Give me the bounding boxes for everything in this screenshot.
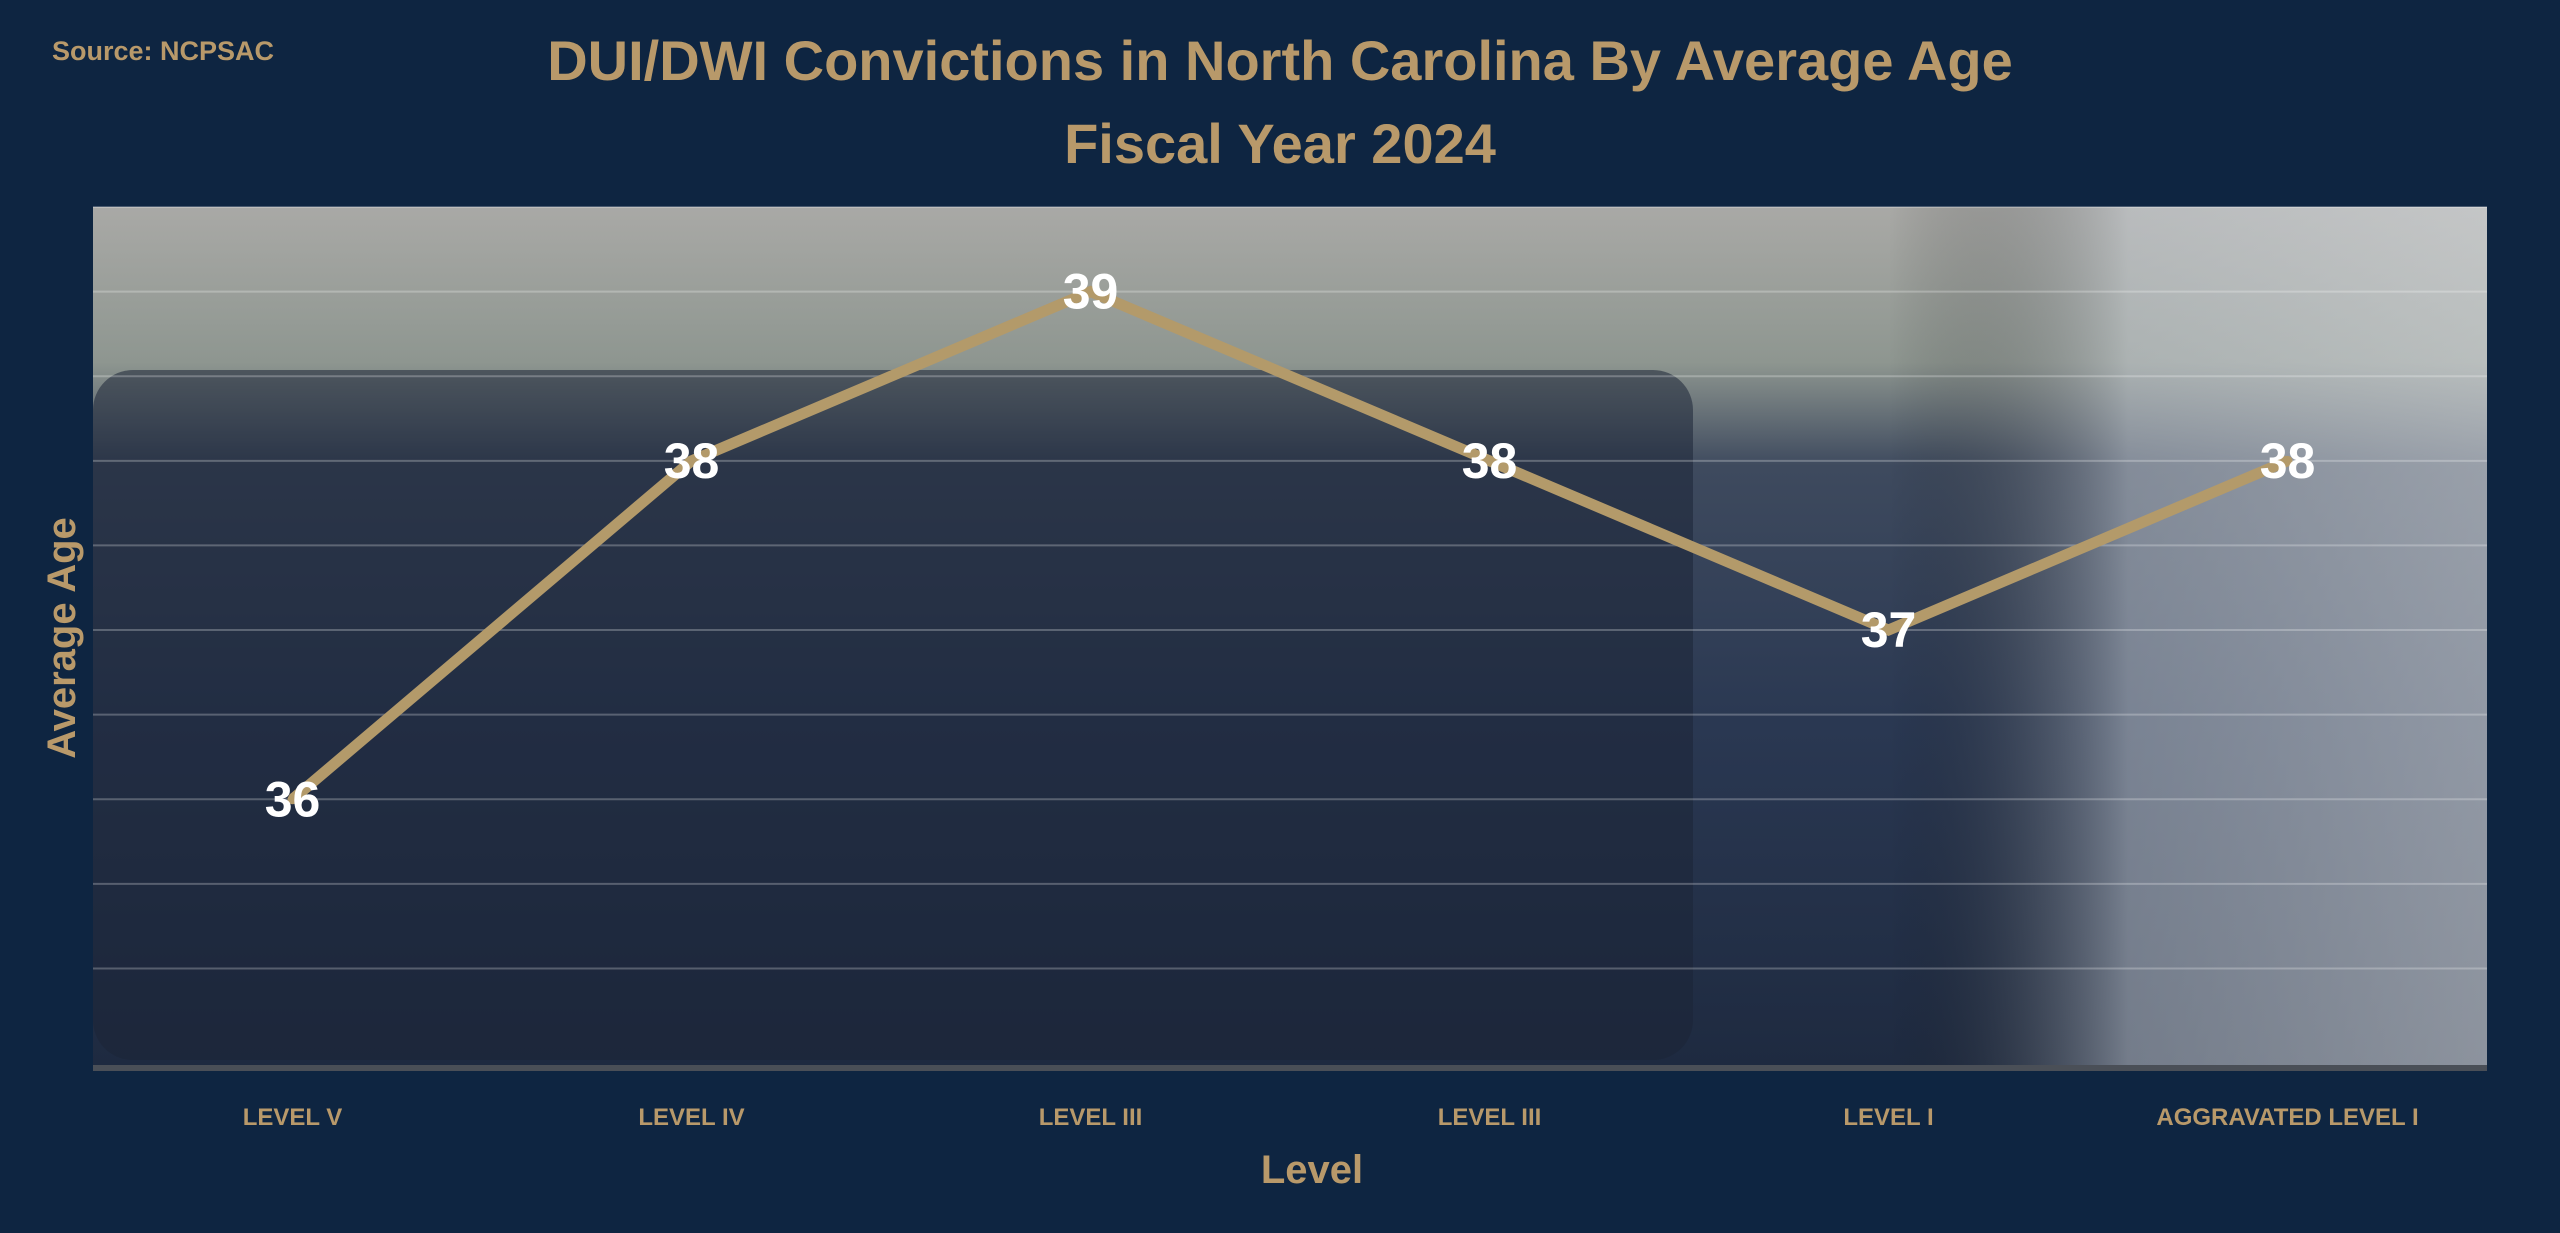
- x-tick-label: LEVEL I: [1843, 1104, 1933, 1131]
- data-label: 36: [265, 771, 321, 827]
- x-axis-label: Level: [1261, 1148, 1363, 1192]
- x-tick-label: AGGRAVATED LEVEL I: [2156, 1104, 2418, 1131]
- source-note: Source: NCPSAC: [52, 36, 274, 66]
- data-point: [1883, 625, 1894, 636]
- x-tick-label: LEVEL III: [1438, 1104, 1542, 1131]
- chart-subtitle: Fiscal Year 2024: [1064, 112, 1496, 175]
- data-point: [287, 794, 298, 805]
- data-label: 39: [1063, 264, 1119, 320]
- data-label: 37: [1861, 602, 1917, 658]
- windshield-shape: [93, 370, 1693, 1060]
- x-tick-label: LEVEL III: [1039, 1104, 1143, 1131]
- data-point: [686, 455, 697, 466]
- data-point: [1484, 455, 1495, 466]
- series-line: [288, 285, 2290, 804]
- chart-title: DUI/DWI Convictions in North Carolina By…: [547, 29, 2013, 92]
- data-label: 38: [664, 433, 720, 489]
- y-axis-label: Average Age: [40, 517, 84, 759]
- data-point: [1085, 286, 1096, 297]
- data-point: [2282, 455, 2293, 466]
- data-label: 38: [2260, 433, 2316, 489]
- x-tick-label: LEVEL V: [243, 1104, 343, 1131]
- x-tick-label: LEVEL IV: [638, 1104, 744, 1131]
- data-label: 38: [1462, 433, 1518, 489]
